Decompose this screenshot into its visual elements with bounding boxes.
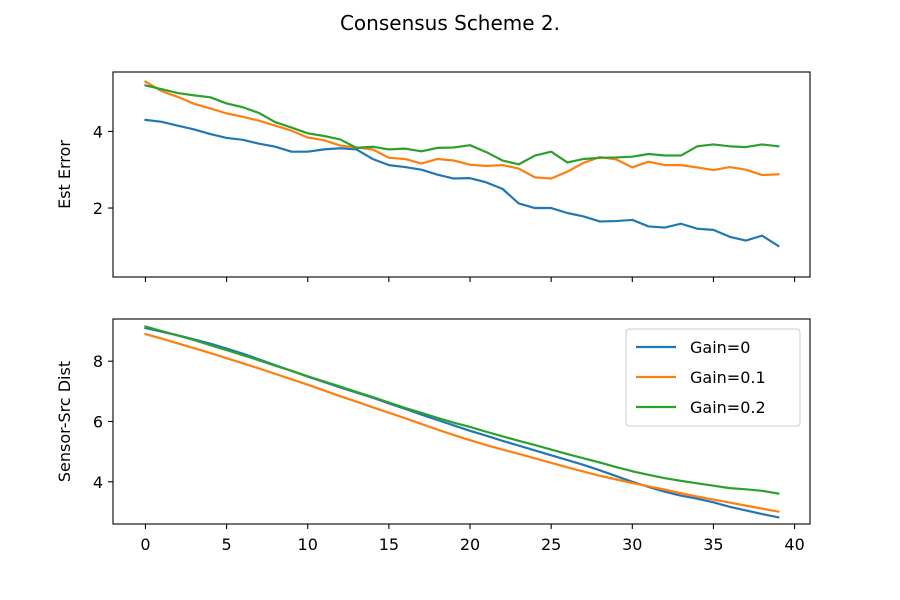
- series-line-gain-0-2: [144, 325, 780, 495]
- series-line-gain-0-1: [143, 80, 780, 180]
- x-tick-label: 25: [541, 535, 561, 554]
- x-tick-label: 10: [298, 535, 318, 554]
- x-tick-label: 15: [379, 535, 399, 554]
- series-line-gain-0: [144, 326, 780, 519]
- legend: Gain=0 Gain=0.1 Gain=0.2: [625, 328, 801, 427]
- x-tick-label: 0: [140, 535, 150, 554]
- legend-label: Gain=0: [690, 338, 750, 357]
- y-tick-label: 4: [93, 473, 103, 492]
- figure-title: Consensus Scheme 2.: [340, 11, 560, 35]
- x-tick-label: 5: [222, 535, 232, 554]
- series-line-gain-0-2: [144, 84, 780, 166]
- series-line-gain-0: [144, 118, 780, 248]
- series-line-gain-0-1: [144, 332, 780, 513]
- x-tick-label: 40: [784, 535, 804, 554]
- axes-frame: [112, 71, 811, 278]
- y-tick-label: 4: [93, 122, 103, 141]
- legend-box: [625, 328, 801, 427]
- x-tick-label: 20: [460, 535, 480, 554]
- bottom-axes-sensor-src-dist: 0 5 10 15 20 25 30 35 40 4 6 8 Sensor-Src Dist Gain=0…: [55, 318, 811, 554]
- y-tick-label: 6: [93, 413, 103, 432]
- y-tick-label: 8: [93, 352, 103, 371]
- legend-label: Gain=0.1: [690, 368, 766, 387]
- y-tick-label: 2: [93, 199, 103, 218]
- y-axis-label: Est Error: [55, 140, 74, 209]
- y-axis-label: Sensor-Src Dist: [55, 361, 74, 482]
- x-tick-label: 30: [622, 535, 642, 554]
- top-axes-est-error: 2 4 Est Error: [55, 71, 811, 282]
- legend-label: Gain=0.2: [690, 398, 766, 417]
- x-tick-label: 35: [703, 535, 723, 554]
